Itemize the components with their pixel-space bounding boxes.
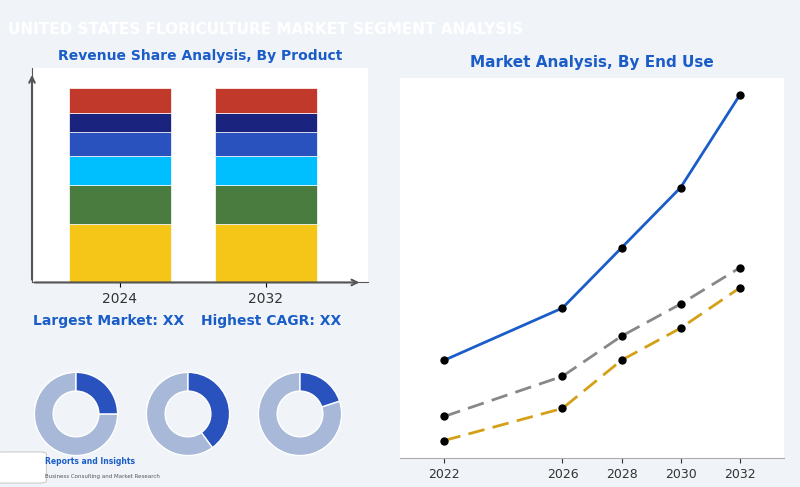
Title: Market Analysis, By End Use: Market Analysis, By End Use <box>470 55 714 70</box>
Wedge shape <box>76 373 118 414</box>
Text: Reports and Insights: Reports and Insights <box>45 457 134 466</box>
Bar <box>69 224 170 282</box>
Wedge shape <box>34 373 118 455</box>
Bar <box>69 113 170 132</box>
Bar <box>214 132 317 156</box>
Text: Largest Market: XX: Largest Market: XX <box>33 315 184 328</box>
Bar <box>69 132 170 156</box>
Text: Highest CAGR: XX: Highest CAGR: XX <box>201 315 341 328</box>
Text: UNITED STATES FLORICULTURE MARKET SEGMENT ANALYSIS: UNITED STATES FLORICULTURE MARKET SEGMEN… <box>8 22 523 37</box>
Bar <box>69 156 170 185</box>
Bar <box>214 156 317 185</box>
Bar <box>69 88 170 113</box>
Wedge shape <box>146 373 213 455</box>
Wedge shape <box>188 373 230 448</box>
FancyBboxPatch shape <box>0 452 46 483</box>
Bar <box>214 113 317 132</box>
Bar <box>214 224 317 282</box>
Text: Business Consulting and Market Research: Business Consulting and Market Research <box>45 473 160 479</box>
Title: Revenue Share Analysis, By Product: Revenue Share Analysis, By Product <box>58 49 342 63</box>
Wedge shape <box>300 373 339 407</box>
Bar <box>69 185 170 224</box>
Wedge shape <box>258 373 342 455</box>
Bar <box>214 185 317 224</box>
Bar <box>214 88 317 113</box>
